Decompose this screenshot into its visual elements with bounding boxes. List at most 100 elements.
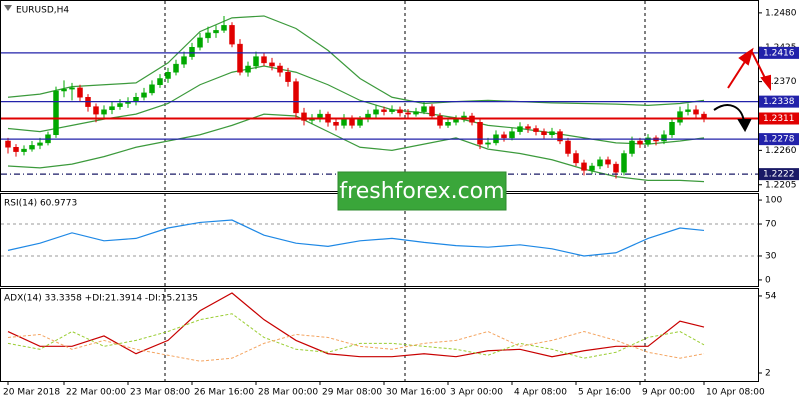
candle-body (333, 122, 339, 126)
annotation-arrow (751, 51, 767, 81)
candle-body (101, 109, 107, 115)
level-label-box (759, 95, 799, 108)
indicator-line (7, 219, 705, 257)
indicator-line (7, 292, 705, 358)
candle-body (533, 128, 539, 132)
candle-body (149, 84, 155, 94)
x-tick-label: 26 Mar 16:00 (194, 388, 254, 398)
candle-body (261, 56, 267, 64)
candle-body (5, 140, 11, 148)
candle-body (477, 122, 483, 145)
candle-body (205, 32, 211, 39)
candle-body (677, 111, 683, 123)
x-tick-label: 4 Apr 08:00 (514, 388, 567, 398)
candle-body (141, 92, 147, 98)
watermark-text: freshforex.com (339, 179, 504, 204)
candle-body (13, 147, 19, 152)
annotation-arrow (727, 59, 747, 89)
candle-body (37, 142, 43, 146)
candle-body (485, 142, 491, 145)
candle-body (437, 115, 443, 126)
candle-body (29, 145, 35, 150)
x-tick-label: 5 Apr 16:00 (578, 388, 631, 398)
candle-body (221, 25, 227, 31)
x-tick-label: 20 Mar 2018 (3, 388, 60, 398)
watermark-box (337, 171, 507, 211)
candle-body (301, 112, 307, 121)
candle-body (213, 30, 219, 34)
arrow-head (760, 74, 771, 91)
candle-body (573, 153, 579, 164)
candle-body (621, 153, 627, 173)
x-tick-label: 29 Mar 08:00 (322, 388, 382, 398)
x-tick-label: 3 Apr 00:00 (450, 388, 503, 398)
candle-body (21, 148, 27, 152)
candle-body (501, 134, 507, 139)
candle-body (157, 78, 163, 85)
candle-body (421, 106, 427, 112)
x-tick-label: 30 Mar 16:00 (386, 388, 446, 398)
candle-body (429, 106, 435, 117)
candle-body (285, 72, 291, 82)
panel-title: EURUSD,H4 (16, 6, 69, 16)
candle-body (597, 159, 603, 167)
candle-body (557, 131, 563, 142)
candle-body (253, 56, 259, 67)
y-tick-label: 54 (765, 291, 777, 301)
candle-body (605, 159, 611, 165)
candle-body (237, 43, 243, 73)
indicator-line (7, 15, 705, 106)
adx-panel-frame (0, 288, 759, 382)
candle-body (373, 109, 379, 115)
candle-body (389, 109, 395, 112)
candle-body (581, 162, 587, 171)
candle-body (93, 106, 99, 115)
candle-body (669, 122, 675, 135)
candle-body (589, 165, 595, 171)
level-label-box (759, 168, 799, 181)
candle-body (109, 106, 115, 110)
candle-body (629, 140, 635, 154)
candle-body (509, 131, 515, 139)
candle-body (637, 140, 643, 145)
candle-body (165, 72, 171, 79)
candle-body (77, 87, 83, 98)
candle-body (277, 65, 283, 73)
candle-body (189, 47, 195, 57)
arrow-head (738, 47, 754, 66)
candle-body (525, 126, 531, 129)
candle-body (685, 109, 691, 112)
y-tick-label: 0 (765, 275, 771, 285)
y-tick-label: 1.2480 (765, 8, 797, 18)
candle-body (269, 62, 275, 67)
candle-body (405, 112, 411, 115)
candle-body (445, 122, 451, 126)
candle-body (61, 88, 67, 92)
candle-body (381, 109, 387, 112)
watermark: freshforex.com (337, 171, 507, 211)
candle-body (173, 63, 179, 73)
plot-layer: 1.24801.24251.23701.22601.2205EURUSD,H42… (1, 5, 799, 398)
candle-body (69, 87, 75, 90)
arrow-head (737, 119, 752, 133)
candle-body (517, 126, 523, 132)
candle-body (549, 131, 555, 135)
y-tick-label: 30 (765, 251, 777, 261)
level-label: 1.2338 (763, 97, 795, 107)
level-label-box (759, 133, 799, 146)
level-label-box (759, 112, 799, 125)
y-tick-label: 1.2260 (765, 146, 797, 156)
y-tick-label: 1.2205 (765, 180, 797, 190)
x-tick-label: 22 Mar 00:00 (66, 388, 126, 398)
candle-body (397, 109, 403, 114)
candle-body (613, 163, 619, 173)
candle-body (541, 131, 547, 135)
y-tick-label: 1.2370 (765, 77, 797, 87)
candle-body (229, 25, 235, 45)
candle-body (693, 109, 699, 115)
candle-body (661, 134, 667, 142)
candle-body (645, 137, 651, 145)
